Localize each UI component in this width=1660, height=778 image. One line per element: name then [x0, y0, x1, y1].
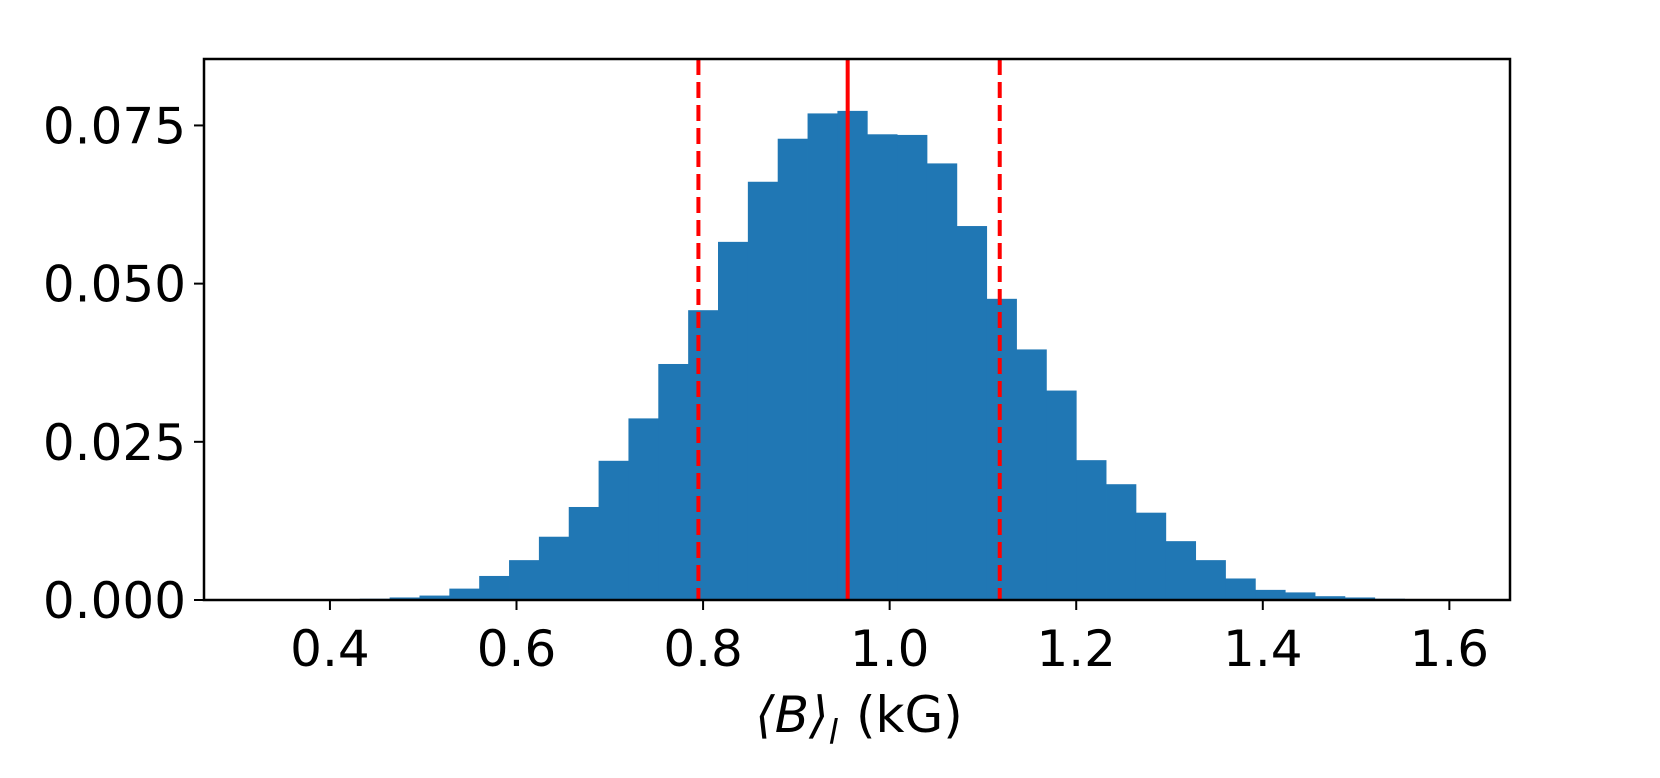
- histogram-bar: [389, 597, 420, 600]
- y-tick-label: 0.050: [43, 256, 186, 314]
- histogram-bar: [926, 163, 958, 600]
- histogram-bar: [867, 134, 898, 601]
- x-tick-label: 0.4: [290, 620, 370, 678]
- histogram-bar: [628, 418, 659, 600]
- x-tick-label: 1.2: [1036, 620, 1116, 678]
- plot-frame: [202, 57, 1512, 602]
- histogram-bar: [598, 460, 629, 600]
- y-tick-label: 0.000: [43, 572, 186, 630]
- x-tick-label: 1.6: [1410, 620, 1490, 678]
- histogram-bar: [1315, 596, 1346, 600]
- histogram-bar: [538, 536, 570, 600]
- histogram-bars: [329, 110, 1435, 601]
- histogram-bar: [807, 113, 838, 600]
- histogram-bar: [897, 134, 928, 601]
- histogram-bar: [777, 138, 808, 600]
- histogram-bar: [1076, 460, 1107, 600]
- histogram-bar: [1195, 560, 1226, 600]
- histogram-bar: [479, 575, 510, 600]
- histogram-bar: [1046, 390, 1077, 600]
- y-tick-label: 0.025: [43, 414, 186, 472]
- histogram-bar: [688, 310, 719, 600]
- x-tick-label: 1.4: [1223, 620, 1303, 678]
- x-tick-label: 0.8: [663, 620, 743, 678]
- histogram-bar: [658, 363, 689, 600]
- x-axis: 0.4 0.6 0.8 1.0 1.2 1.4 1.6: [290, 600, 1489, 678]
- x-axis-label-symbol: ⟨B⟩: [755, 686, 828, 744]
- histogram-bar: [568, 506, 599, 600]
- x-axis-label-unit: (kG): [856, 686, 963, 744]
- histogram-bar: [718, 241, 749, 601]
- y-axis: 0.000 0.025 0.050 0.075: [43, 97, 204, 630]
- histogram-bar: [449, 588, 480, 600]
- reference-lines: [696, 59, 1002, 600]
- histogram-bar: [419, 595, 450, 600]
- x-axis-label: ⟨B⟩l (kG): [755, 686, 963, 753]
- x-axis-label-subscript: l: [829, 713, 839, 753]
- histogram-bar: [1255, 589, 1286, 600]
- histogram-bar: [1135, 512, 1167, 600]
- histogram-bar: [1285, 592, 1316, 600]
- histogram-bar: [1225, 578, 1256, 600]
- histogram-bar: [1344, 597, 1376, 600]
- x-tick-label: 1.0: [850, 620, 930, 678]
- histogram-bar: [956, 226, 988, 601]
- histogram-bar: [1106, 484, 1137, 600]
- y-tick-label: 0.075: [43, 97, 186, 155]
- histogram-bar: [509, 560, 540, 600]
- x-tick-label: 0.6: [477, 620, 557, 678]
- histogram-bar: [747, 181, 779, 600]
- histogram-bar: [1165, 541, 1197, 600]
- histogram-bar: [986, 298, 1017, 600]
- histogram-bar: [1016, 349, 1047, 600]
- histogram-bar: [837, 110, 868, 601]
